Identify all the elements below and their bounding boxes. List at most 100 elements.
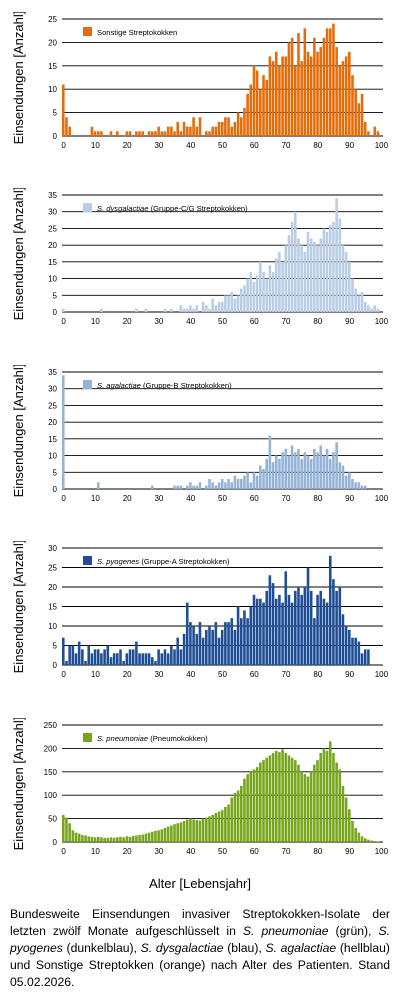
bar [259, 762, 262, 842]
bar [303, 587, 307, 665]
bar [185, 308, 189, 312]
bar [179, 305, 183, 312]
bar [265, 590, 268, 665]
x-tick-label: 90 [345, 847, 354, 856]
bar [230, 618, 234, 665]
bar [179, 485, 183, 489]
bar [141, 834, 145, 842]
bar-chart-panel: 0 5 10 15 20 25 30 0 10 20 30 40 50 60 70 80 90 100 Einsen… [11, 541, 389, 679]
y-tick-label: 5 [53, 109, 58, 118]
x-tick-label: 100 [375, 847, 389, 856]
bar [313, 37, 316, 136]
bar [249, 84, 253, 136]
bar [182, 121, 186, 136]
bar [211, 629, 214, 665]
bar [351, 478, 354, 489]
x-tick-label: 30 [154, 317, 163, 326]
bar [332, 753, 335, 842]
y-tick-label: 35 [48, 191, 57, 200]
bar [96, 836, 100, 842]
bar [287, 235, 291, 312]
bar [173, 649, 176, 665]
bar [271, 462, 275, 489]
bar [348, 629, 351, 665]
bar [144, 833, 148, 842]
bar [294, 452, 297, 489]
bar [192, 626, 195, 665]
bar [319, 590, 323, 665]
bar [290, 757, 294, 842]
bar [274, 750, 278, 842]
bar [160, 653, 164, 665]
x-tick-label: 10 [91, 670, 100, 679]
bar [198, 117, 202, 136]
bar [316, 51, 319, 137]
bar [325, 28, 329, 136]
bar [287, 42, 291, 136]
bar [205, 629, 208, 665]
legend-label: S. pyogenes (Gruppe-A Streptokokken) [97, 557, 230, 566]
bar [135, 308, 138, 312]
bar [160, 829, 164, 842]
bar [195, 485, 199, 489]
y-tick-label: 0 [53, 661, 58, 670]
bar [185, 602, 189, 665]
x-tick-label: 0 [61, 494, 66, 503]
y-tick-label: 5 [53, 642, 58, 651]
bar [325, 602, 329, 665]
y-tick-label: 10 [48, 275, 57, 284]
bar [360, 836, 364, 842]
bar [233, 792, 237, 842]
bar [220, 478, 224, 489]
bar [157, 649, 160, 665]
bar [373, 126, 377, 136]
bar [243, 285, 246, 312]
bar [96, 649, 100, 665]
bar [68, 645, 71, 665]
bar [236, 112, 240, 136]
bar [176, 485, 179, 489]
caption-text: (hellblau) und Sonstige Streptokken (ora… [10, 941, 390, 989]
bar [348, 809, 351, 842]
x-tick-label: 100 [375, 494, 389, 503]
x-tick-label: 0 [61, 317, 66, 326]
y-tick-label: 150 [44, 768, 58, 777]
bar [211, 126, 214, 136]
bar [150, 485, 154, 489]
bar [227, 478, 230, 489]
bar [166, 826, 170, 842]
bar [189, 818, 192, 842]
bar [348, 261, 351, 312]
bar [182, 820, 186, 842]
bar [128, 836, 132, 842]
caption-species-dysgalactiae: S. dysgalactiae [140, 941, 224, 955]
caption-text: (grün), [328, 924, 379, 938]
x-tick-label: 30 [154, 847, 163, 856]
bar [284, 448, 288, 489]
bar [316, 245, 319, 312]
bar-chart-panel: 0 50 100 150 200 250 0 10 20 30 40 50 60 70 80 90 100 Ein… [11, 718, 389, 856]
bar [214, 622, 218, 665]
bar [376, 131, 380, 136]
bar [262, 602, 265, 665]
bar [220, 121, 224, 136]
bar [341, 614, 345, 665]
bar [230, 482, 234, 489]
bar [119, 649, 122, 665]
x-tick-label: 80 [313, 847, 322, 856]
bar [233, 629, 237, 665]
bar [220, 301, 224, 312]
bar [354, 637, 357, 665]
y-tick-label: 30 [48, 208, 57, 217]
caption-species-pneumoniae: S. pneumoniae [242, 924, 329, 938]
bar [68, 126, 71, 136]
bar [214, 305, 218, 312]
y-tick-label: 10 [48, 452, 57, 461]
bar [370, 840, 373, 842]
bar [96, 482, 100, 489]
bar [74, 832, 78, 842]
bar [208, 626, 211, 665]
y-tick-label: 5 [53, 468, 58, 477]
bar [154, 830, 157, 842]
y-tick-label: 30 [48, 385, 57, 394]
